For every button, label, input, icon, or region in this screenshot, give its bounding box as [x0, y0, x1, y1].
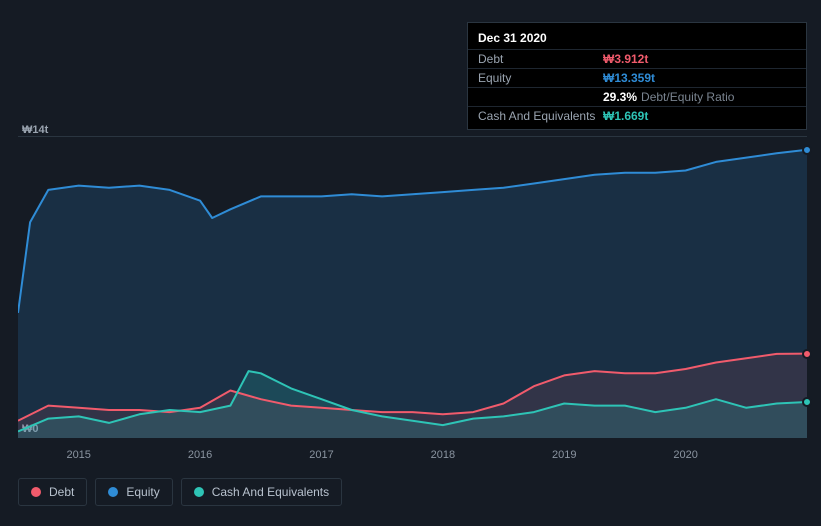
- tooltip-label-equity: Equity: [478, 71, 603, 85]
- tooltip-row-equity: Equity ₩13.359t: [468, 68, 806, 87]
- tooltip-row-debt: Debt ₩3.912t: [468, 49, 806, 68]
- x-tick: 2015: [66, 449, 90, 461]
- tooltip-suffix-ratio: Debt/Equity Ratio: [641, 90, 734, 104]
- x-axis: 2015 2016 2017 2018 2019 2020: [18, 445, 807, 465]
- line-chart[interactable]: [18, 136, 807, 438]
- tooltip-date: Dec 31 2020: [468, 27, 806, 49]
- legend-swatch: [31, 487, 41, 497]
- legend-item-equity[interactable]: Equity: [95, 478, 172, 506]
- x-tick: 2018: [431, 449, 455, 461]
- legend-item-debt[interactable]: Debt: [18, 478, 87, 506]
- legend-label: Debt: [49, 485, 74, 499]
- x-tick: 2017: [309, 449, 333, 461]
- tooltip-label-debt: Debt: [478, 52, 603, 66]
- chart-tooltip: Dec 31 2020 Debt ₩3.912t Equity ₩13.359t…: [467, 22, 807, 130]
- tooltip-value-ratio: 29.3%: [603, 90, 637, 104]
- end-marker-debt: [802, 349, 812, 359]
- legend-swatch: [108, 487, 118, 497]
- tooltip-row-ratio: 29.3% Debt/Equity Ratio: [468, 87, 806, 106]
- end-marker-equity: [802, 145, 812, 155]
- tooltip-row-cash: Cash And Equivalents ₩1.669t: [468, 106, 806, 125]
- y-axis-max-label: ₩14t: [22, 124, 48, 136]
- x-tick: 2016: [188, 449, 212, 461]
- x-tick: 2019: [552, 449, 576, 461]
- x-tick: 2020: [673, 449, 697, 461]
- end-marker-cash: [802, 397, 812, 407]
- tooltip-value-cash: ₩1.669t: [603, 109, 648, 123]
- tooltip-value-equity: ₩13.359t: [603, 71, 655, 85]
- legend-item-cash-and-equivalents[interactable]: Cash And Equivalents: [181, 478, 342, 506]
- legend-label: Cash And Equivalents: [212, 485, 329, 499]
- chart-svg: [18, 136, 807, 438]
- chart-legend: Debt Equity Cash And Equivalents: [18, 478, 342, 506]
- tooltip-value-debt: ₩3.912t: [603, 52, 648, 66]
- tooltip-label-cash: Cash And Equivalents: [478, 109, 603, 123]
- legend-label: Equity: [126, 485, 159, 499]
- legend-swatch: [194, 487, 204, 497]
